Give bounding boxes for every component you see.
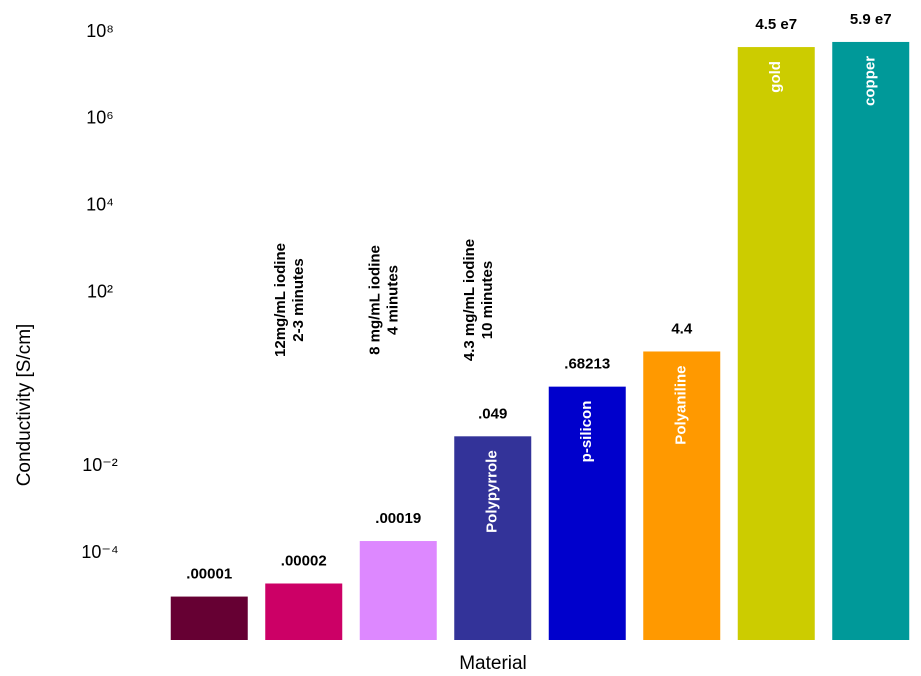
bar xyxy=(359,541,437,640)
bar-label: gold xyxy=(767,61,784,93)
value-label: .68213 xyxy=(564,356,610,373)
bar xyxy=(454,436,532,640)
bar-label: Polyaniline xyxy=(673,365,690,444)
annotation: 4.3 mg/mL iodine xyxy=(461,239,478,361)
y-tick-label: 10² xyxy=(87,281,113,301)
bar xyxy=(265,583,343,640)
bar xyxy=(832,41,910,641)
value-label: 4.4 xyxy=(671,320,693,337)
bar xyxy=(643,351,721,640)
x-axis-title: Material xyxy=(459,653,527,674)
annotation: 12mg/mL iodine xyxy=(272,243,289,357)
bar-label: p-silicon xyxy=(578,401,595,463)
y-axis-title: Conductivity [S/cm] xyxy=(14,324,35,487)
value-label: .00001 xyxy=(186,566,232,583)
y-tick-label: 10⁻⁴ xyxy=(81,542,118,562)
y-tick-label: 10⁸ xyxy=(86,21,114,41)
bar-label: copper xyxy=(862,56,879,106)
annotation: 4 minutes xyxy=(385,265,402,335)
bar xyxy=(170,596,248,640)
value-label: .049 xyxy=(478,405,507,422)
y-tick-label: 10⁴ xyxy=(86,194,114,214)
value-label: .00002 xyxy=(281,552,327,569)
annotation: 2-3 minutes xyxy=(290,258,307,341)
y-tick-label: 10⁻² xyxy=(82,455,118,475)
y-tick-label: 10⁶ xyxy=(86,108,113,128)
bar xyxy=(548,386,626,640)
value-label: 5.9 e7 xyxy=(850,11,892,28)
annotation: 8 mg/mL iodine xyxy=(367,245,384,355)
annotation: 10 minutes xyxy=(479,261,496,339)
bar-label: Polypyrrole xyxy=(484,450,501,533)
value-label: 4.5 e7 xyxy=(755,16,797,33)
bar xyxy=(737,47,815,640)
value-label: .00019 xyxy=(375,510,421,527)
